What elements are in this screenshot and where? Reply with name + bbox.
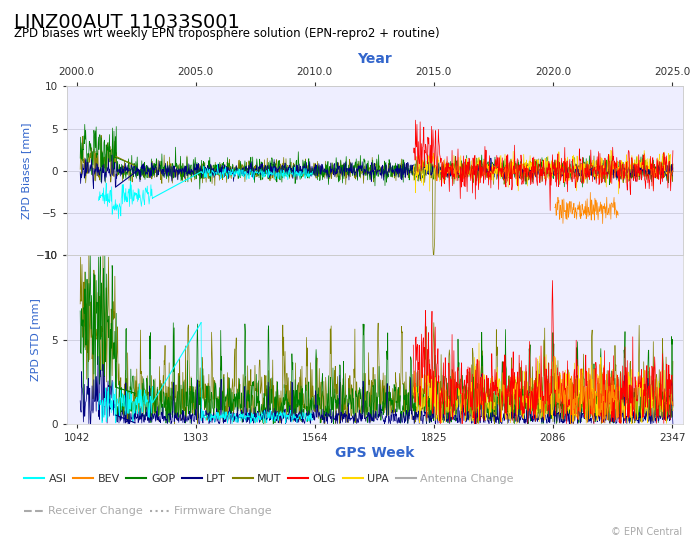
Text: LINZ00AUT 11033S001: LINZ00AUT 11033S001 (14, 14, 240, 32)
X-axis label: Year: Year (357, 52, 392, 66)
Text: © EPN Central: © EPN Central (611, 527, 682, 537)
Legend: ASI, BEV, GOP, LPT, MUT, OLG, UPA, Antenna Change: ASI, BEV, GOP, LPT, MUT, OLG, UPA, Anten… (20, 470, 518, 489)
Text: ZPD biases wrt weekly EPN troposphere solution (EPN-repro2 + routine): ZPD biases wrt weekly EPN troposphere so… (14, 27, 440, 40)
X-axis label: GPS Week: GPS Week (335, 446, 414, 460)
Y-axis label: ZPD STD [mm]: ZPD STD [mm] (30, 298, 40, 381)
Legend: Receiver Change, Firmware Change: Receiver Change, Firmware Change (20, 502, 276, 521)
Y-axis label: ZPD Biases [mm]: ZPD Biases [mm] (22, 123, 32, 219)
